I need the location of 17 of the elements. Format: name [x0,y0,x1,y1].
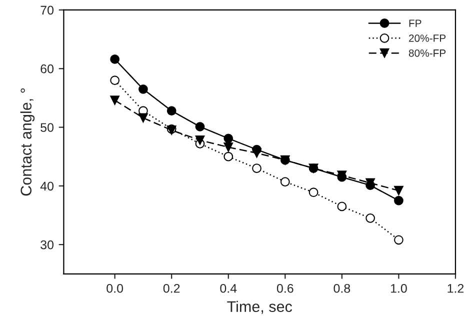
y-axis-title: Contact angle, ° [20,88,35,196]
x-tick-label: 0.2 [163,284,180,293]
y-tick-label: 70 [40,6,54,15]
x-axis-title: Time, sec [227,300,292,314]
y-tick-label: 60 [40,64,54,74]
y-tick-label: 40 [40,182,54,191]
x-tick-label: 0.0 [106,284,124,293]
y-tick-label: 30 [40,240,54,250]
x-tick-label: 1.2 [448,284,464,293]
x-tick-label: 1.0 [390,284,407,293]
legend-label: 80%-FP [408,49,446,57]
x-tick-label: 0.4 [220,284,237,293]
x-tick-label: 0.6 [276,284,294,293]
y-tick-label: 50 [40,123,54,132]
legend-label: 20%-FP [409,34,446,42]
legend-label: FP [409,20,422,27]
x-tick-label: 0.8 [334,284,350,293]
